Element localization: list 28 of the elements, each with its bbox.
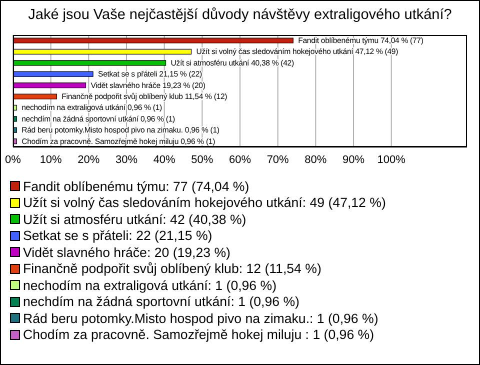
text: Finančně podpořit svůj oblíbený klub: 12 (11,54 %) <box>23 261 322 276</box>
text: nechodím na extraligová utkání: 1 (0,96 %) <box>23 278 277 293</box>
x-tick-label: 70% <box>266 154 290 166</box>
x-tick-label: 100% <box>377 154 406 166</box>
bar <box>13 60 166 66</box>
bar <box>13 94 57 100</box>
x-tick-label: 20% <box>78 154 100 166</box>
x-tick-label: 90% <box>342 154 365 166</box>
text: Užít si atmosféru utkání: 42 (40,38 %) <box>23 212 246 227</box>
text: Fandit oblíbenému týmu: 77 (74,04 %) <box>23 178 250 194</box>
text: Rád beru potomky.Misto hospod pivo na zimaku.: 1 (0,96 %) <box>23 310 378 326</box>
bar <box>13 38 294 44</box>
chart-title: Jaké jsou Vaše nejčastější důvody návštěvy extraligového utkání? <box>27 7 453 23</box>
text: nechdím na žádná sportovní utkání: 1 (0,96 %) <box>23 294 300 310</box>
x-tick-label: 30% <box>115 154 138 166</box>
bar <box>13 82 86 88</box>
bar <box>13 48 192 54</box>
text: Chodím za pracovně. Samozřejmě hokej miluju : 1 (0,96 %) <box>23 327 374 342</box>
x-tick-label: 40% <box>153 154 176 166</box>
text: Užít si volný čas sledováním hokejového utkání: 49 (47,12 %) <box>23 195 386 210</box>
text: Vidět slavného hráče: 20 (19,23 %) <box>23 244 230 260</box>
x-tick-label: 60% <box>228 154 252 166</box>
x-tick-label: 50% <box>191 154 214 166</box>
x-tick-label: 10% <box>40 154 62 166</box>
x-tick-label: 0% <box>5 154 22 166</box>
text: Setkat se s přáteli: 22 (21,15 %) <box>23 228 212 244</box>
bar <box>13 71 94 77</box>
x-tick-label: 80% <box>304 154 327 166</box>
